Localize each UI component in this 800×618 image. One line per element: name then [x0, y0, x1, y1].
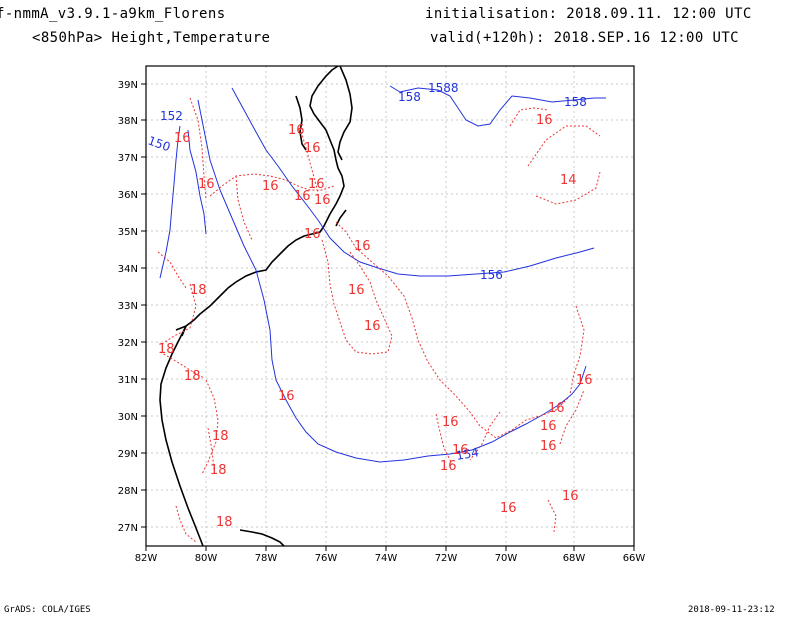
lat-label: 36N — [118, 190, 138, 201]
temp-label: 16 — [548, 401, 565, 416]
lat-label: 33N — [118, 301, 138, 312]
lon-label: 70W — [495, 553, 518, 564]
temp-label: 16 — [278, 389, 295, 404]
lon-label: 72W — [435, 553, 458, 564]
lat-label: 35N — [118, 227, 138, 238]
temp-label: 16 — [500, 501, 517, 516]
temp-label: 16 — [198, 177, 215, 192]
lat-label: 27N — [118, 523, 138, 534]
footer-credit: GrADS: COLA/IGES — [4, 605, 91, 615]
temp-label: 18 — [184, 369, 201, 384]
temp-label: 16 — [440, 459, 457, 474]
temp-label: 18 — [216, 515, 233, 530]
temp-label: 16 — [314, 193, 331, 208]
lat-lon-grid — [146, 66, 634, 546]
temp-label: 18 — [190, 283, 207, 298]
tick-marks — [141, 83, 635, 551]
lon-axis-labels: 82W 80W 78W 76W 74W 72W 70W 68W 66W — [135, 553, 646, 564]
temp-label: 16 — [294, 189, 311, 204]
temp-label: 16 — [540, 419, 557, 434]
lat-label: 31N — [118, 375, 138, 386]
lat-label: 28N — [118, 486, 138, 497]
plot-frame — [145, 65, 635, 547]
temp-label: 18 — [212, 429, 229, 444]
lon-label: 80W — [195, 553, 218, 564]
temp-label: 16 — [262, 179, 279, 194]
lat-label: 29N — [118, 449, 138, 460]
temp-label: 16 — [304, 227, 321, 242]
lon-label: 82W — [135, 553, 158, 564]
field-title: <850hPa> Height,Temperature — [32, 30, 271, 46]
temp-label: 16 — [364, 319, 381, 334]
temp-label: 16 — [304, 141, 321, 156]
height-contour-labels: 152 150 158 1588 158 156 154 — [146, 81, 587, 463]
height-label: 158 — [564, 95, 587, 109]
lat-label: 37N — [118, 153, 138, 164]
temp-label: 18 — [210, 463, 227, 478]
height-label: 158 — [398, 90, 421, 104]
temp-label: 18 — [158, 342, 175, 357]
valid-time: valid(+120h): 2018.SEP.16 12:00 UTC — [430, 30, 740, 46]
lat-label: 30N — [118, 412, 138, 423]
temp-label: 16 — [452, 443, 469, 458]
lon-label: 76W — [315, 553, 338, 564]
height-label: 150 — [146, 133, 172, 154]
footer-timestamp: 2018-09-11-23:12 — [688, 605, 775, 615]
lon-label: 68W — [563, 553, 586, 564]
height-label: 154 — [455, 445, 480, 463]
temp-label: 16 — [540, 439, 557, 454]
temperature-contour-labels: 16 16 16 16 16 16 16 16 16 16 16 14 18 1… — [158, 113, 593, 530]
temp-label: 16 — [562, 489, 579, 504]
temp-label: 16 — [348, 283, 365, 298]
temp-label: 16 — [442, 415, 459, 430]
lon-label: 74W — [375, 553, 398, 564]
init-time: initialisation: 2018.09.11. 12:00 UTC — [425, 6, 752, 22]
height-label: 1588 — [428, 81, 459, 95]
lat-label: 39N — [118, 80, 138, 91]
lat-label: 38N — [118, 116, 138, 127]
temp-label: 16 — [288, 123, 305, 138]
temp-label: 16 — [174, 131, 191, 146]
height-label: 152 — [160, 109, 183, 123]
temp-label: 16 — [308, 177, 325, 192]
height-contours — [159, 85, 606, 463]
lat-label: 32N — [118, 338, 138, 349]
height-label: 156 — [480, 268, 503, 282]
lat-axis-labels: 27N 28N 29N 30N 31N 32N 33N 34N 35N 36N … — [118, 80, 138, 534]
lon-label: 78W — [255, 553, 278, 564]
temp-label: 14 — [560, 173, 577, 188]
temp-label: 16 — [354, 239, 371, 254]
model-title: f-nmmA_v3.9.1-a9km_Florens — [0, 6, 226, 22]
lon-label: 66W — [623, 553, 646, 564]
lat-label: 34N — [118, 264, 138, 275]
temp-label: 16 — [576, 373, 593, 388]
temperature-contours — [157, 97, 601, 543]
temp-label: 16 — [536, 113, 553, 128]
